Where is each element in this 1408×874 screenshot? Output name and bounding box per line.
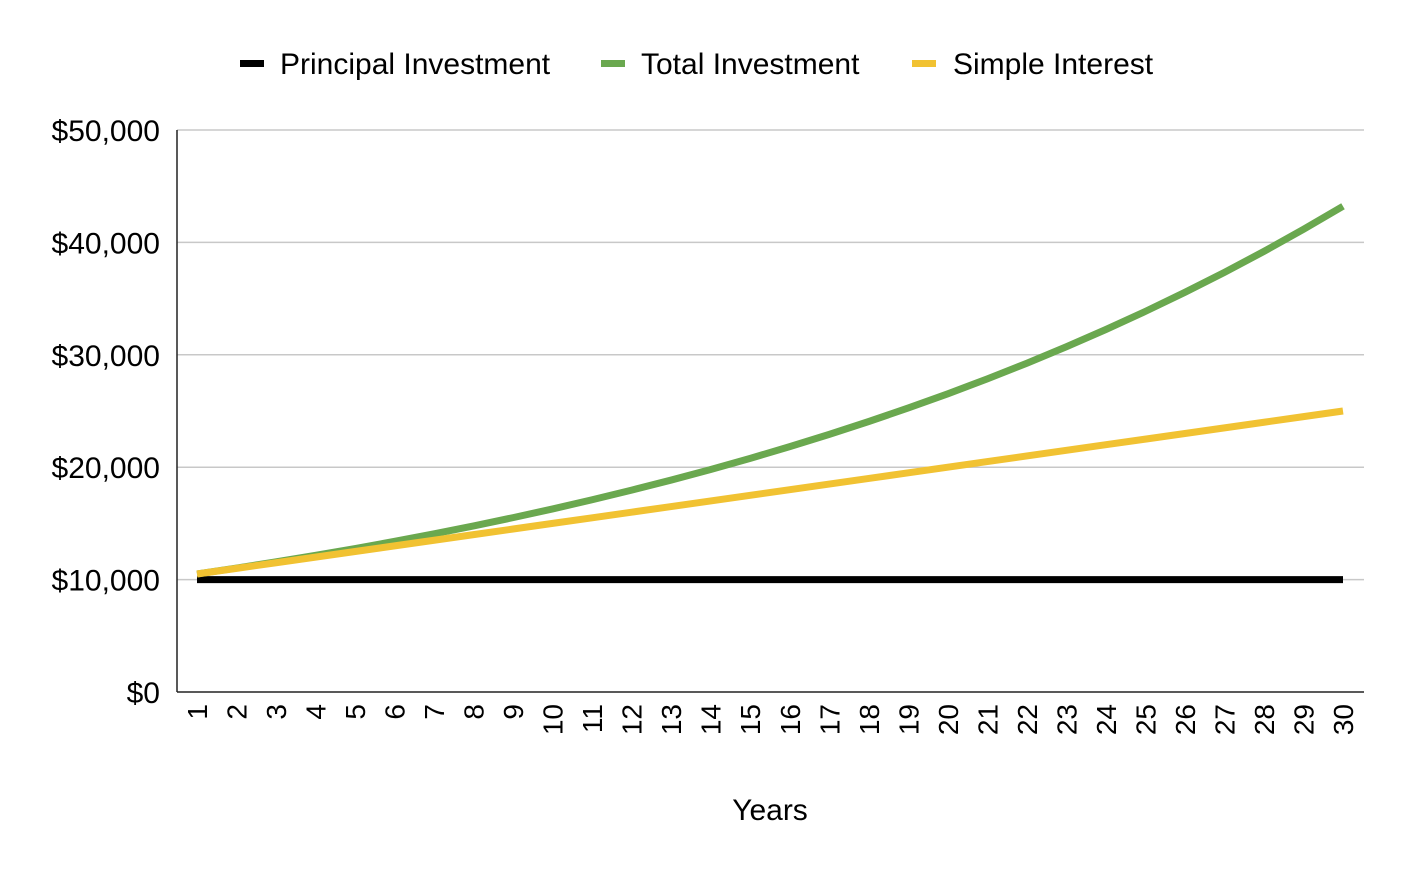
- x-tick-label: 2: [222, 704, 253, 720]
- x-tick-label: 16: [775, 704, 806, 735]
- y-axis-ticks: $0 $10,000 $20,000 $30,000 $40,000 $50,000: [52, 115, 160, 710]
- x-tick-label: 28: [1249, 704, 1280, 735]
- x-tick-label: 23: [1051, 704, 1082, 735]
- y-tick-label: $0: [127, 677, 160, 710]
- legend-label: Simple Interest: [953, 48, 1154, 81]
- x-tick-label: 4: [301, 704, 332, 720]
- x-tick-label: 8: [459, 704, 490, 720]
- x-tick-label: 14: [696, 704, 727, 735]
- x-tick-label: 17: [814, 704, 845, 735]
- axes: [176, 130, 1364, 693]
- x-tick-label: 13: [656, 704, 687, 735]
- x-tick-label: 29: [1288, 704, 1319, 735]
- x-tick-label: 6: [380, 704, 411, 720]
- x-tick-label: 19: [893, 704, 924, 735]
- x-tick-label: 11: [577, 704, 608, 733]
- y-tick-label: $20,000: [52, 452, 160, 485]
- x-tick-label: 27: [1209, 704, 1240, 735]
- series-lines: [196, 203, 1345, 584]
- x-tick-label: 30: [1328, 704, 1359, 735]
- legend: Principal Investment Total Investment Simp…: [240, 48, 1154, 81]
- x-tick-label: 21: [972, 704, 1003, 735]
- x-tick-label: 22: [1012, 704, 1043, 735]
- x-axis-ticks: 1 2 3 4 5 6 7 8 9 10 11 12 13 14 15 16 17 18 19 20 21 22 23 24 2…: [182, 704, 1359, 735]
- x-tick-label: 18: [854, 704, 885, 735]
- y-tick-label: $40,000: [52, 227, 160, 260]
- x-tick-label: 24: [1091, 704, 1122, 735]
- x-tick-label: 10: [538, 704, 569, 735]
- x-tick-label: 25: [1130, 704, 1161, 735]
- x-axis-title: Years: [732, 794, 808, 827]
- y-tick-label: $30,000: [52, 340, 160, 373]
- legend-item-principal-investment: Principal Investment: [240, 48, 551, 81]
- legend-swatch: [240, 60, 264, 67]
- gridlines: [177, 129, 1364, 581]
- x-tick-label: 1: [182, 704, 213, 720]
- legend-swatch: [912, 60, 936, 67]
- x-tick-label: 12: [617, 704, 648, 735]
- x-tick-label: 5: [340, 704, 371, 720]
- legend-label: Total Investment: [641, 48, 860, 81]
- x-tick-label: 20: [933, 704, 964, 735]
- x-tick-label: 3: [261, 704, 292, 720]
- series-line-simple-interest: [196, 407, 1344, 578]
- legend-label: Principal Investment: [280, 48, 551, 81]
- legend-swatch: [601, 60, 625, 67]
- x-tick-label: 15: [735, 704, 766, 735]
- y-tick-label: $10,000: [52, 565, 160, 598]
- x-tick-label: 9: [498, 704, 529, 720]
- series-line-total-investment: [196, 203, 1345, 578]
- legend-item-simple-interest: Simple Interest: [912, 48, 1154, 81]
- x-tick-label: 7: [419, 704, 450, 720]
- legend-item-total-investment: Total Investment: [601, 48, 860, 81]
- y-tick-label: $50,000: [52, 115, 160, 148]
- x-tick-label: 26: [1170, 704, 1201, 735]
